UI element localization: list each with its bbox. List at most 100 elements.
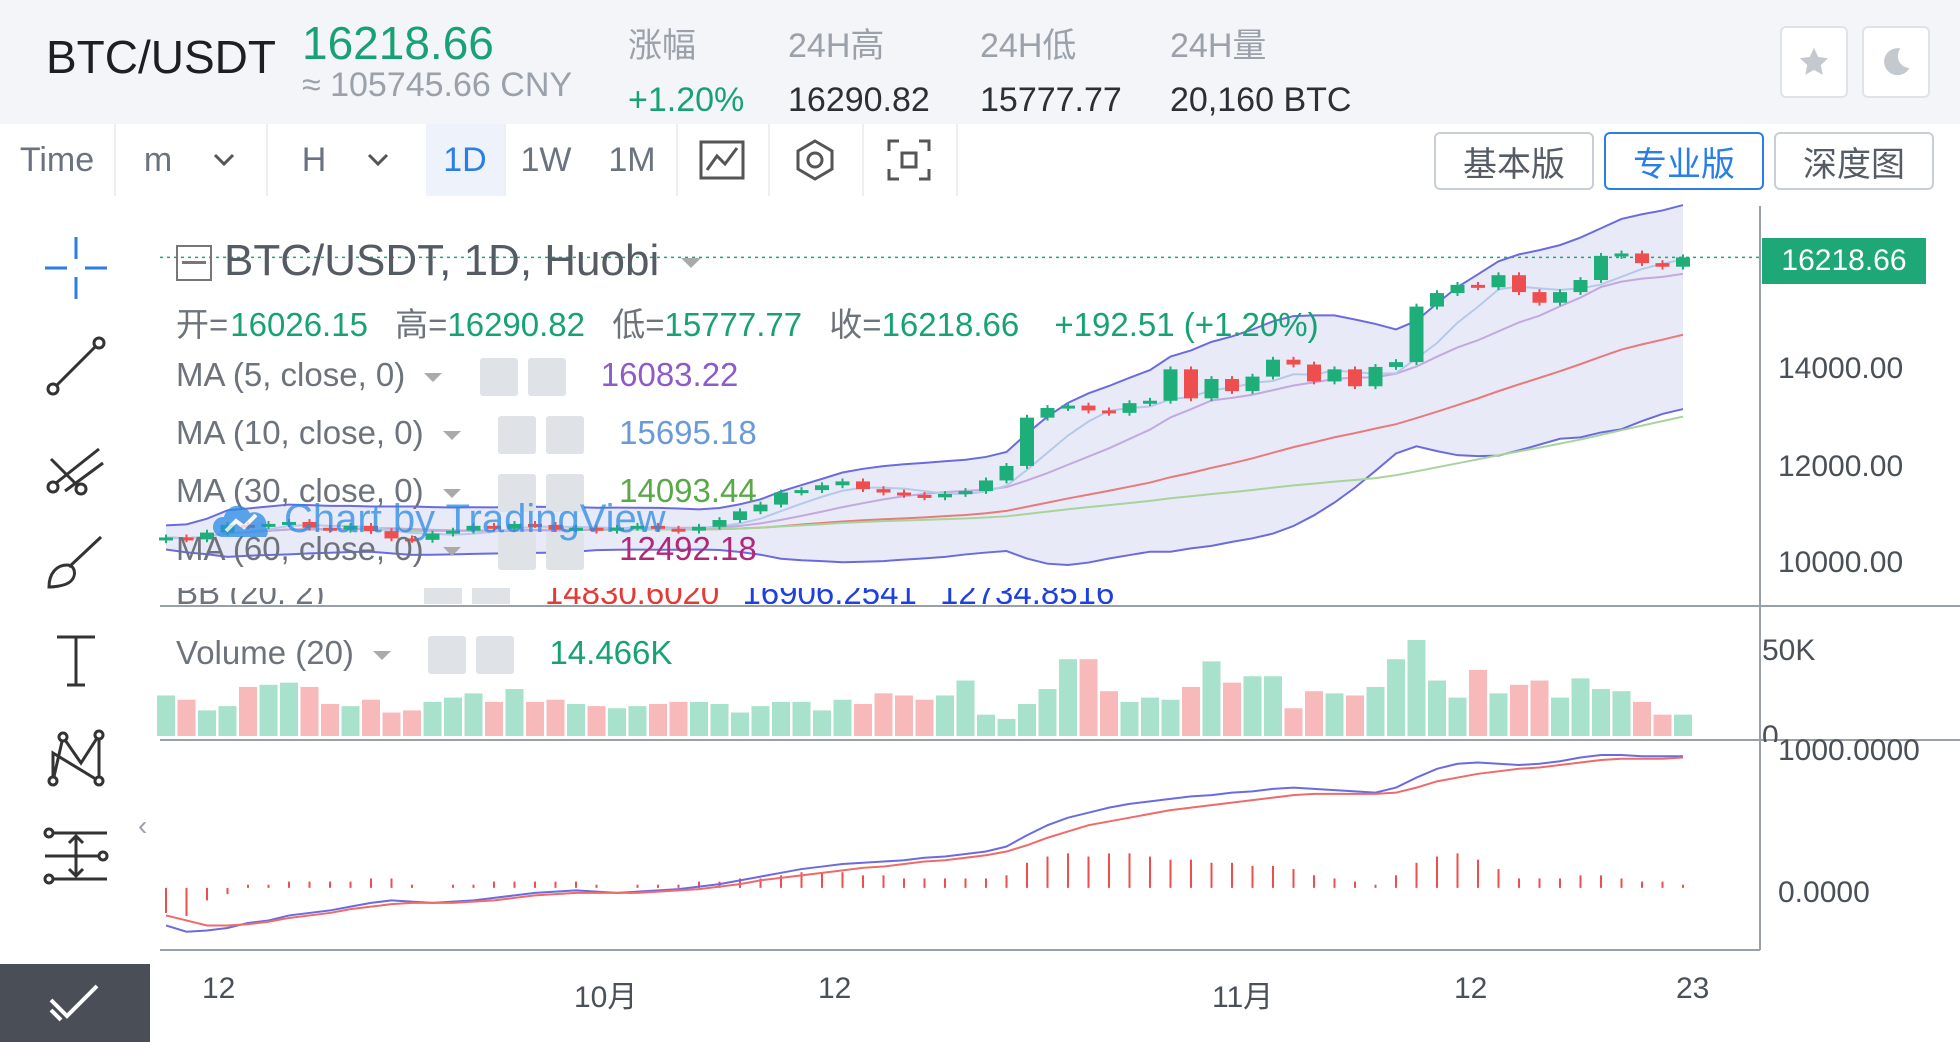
chevron-down-icon[interactable]	[373, 650, 392, 660]
volume-bar	[321, 704, 339, 736]
volume-bar	[1448, 697, 1467, 736]
volume-bar	[813, 710, 831, 736]
candle	[1266, 359, 1280, 377]
text-tool[interactable]	[30, 614, 122, 706]
crosshair-icon	[45, 237, 107, 299]
pattern-tool[interactable]	[30, 712, 122, 804]
hexagon-settings-icon	[796, 139, 834, 181]
ohlc-legend: 开=16026.15 高=16290.82 低=15777.77 收=16218…	[176, 298, 1319, 346]
volume-bar	[895, 695, 913, 736]
stat-label: 24H高	[788, 27, 885, 65]
close-icon[interactable]	[545, 416, 584, 455]
indicator-ma30[interactable]: MA (30, close, 0) 14093.44	[176, 472, 757, 513]
gear-icon[interactable]	[428, 636, 467, 675]
close-icon[interactable]	[545, 474, 584, 513]
volume-bar	[239, 686, 257, 736]
chevron-down-icon[interactable]	[442, 430, 461, 440]
candle	[282, 521, 296, 525]
double-check-icon	[49, 984, 99, 1022]
gear-icon[interactable]	[497, 474, 536, 513]
close-value: 16218.66	[881, 306, 1020, 343]
volume-bar	[403, 710, 421, 736]
candle	[1655, 263, 1670, 267]
candle	[548, 524, 563, 530]
crosshair-tool[interactable]	[30, 222, 122, 314]
measure-tool[interactable]	[30, 810, 122, 902]
bb-middle-value: 14830.6020	[545, 588, 719, 604]
volume-value: 14.466K	[549, 634, 673, 671]
close-label: 收=	[829, 306, 882, 343]
version-depth[interactable]: 深度图	[1774, 132, 1934, 190]
volume-bar	[997, 718, 1016, 736]
indicator-ma5[interactable]: MA (5, close, 0) 16083.22	[176, 356, 738, 397]
stat-value: +1.20%	[628, 81, 745, 119]
interval-1w[interactable]: 1W	[520, 140, 572, 179]
version-basic[interactable]: 基本版	[1434, 132, 1594, 190]
close-icon[interactable]	[545, 532, 584, 571]
gear-icon[interactable]	[497, 416, 536, 455]
chart-title[interactable]: BTC/USDT, 1D, Huobi	[176, 236, 702, 286]
indicator-ma60[interactable]: MA (60, close, 0) 12492.18	[176, 530, 757, 571]
chevron-down-icon[interactable]	[442, 546, 461, 556]
chevron-down-icon[interactable]	[424, 372, 443, 382]
gear-icon[interactable]	[479, 358, 518, 397]
chevron-down-icon[interactable]	[442, 488, 461, 498]
candle	[630, 525, 645, 529]
candle	[815, 485, 829, 491]
indicator-ma10[interactable]: MA (10, close, 0) 15695.18	[176, 414, 757, 455]
volume-bar	[218, 706, 237, 736]
favorite-button[interactable]	[1780, 26, 1848, 98]
pitchfork-icon	[46, 447, 104, 496]
collapse-sidebar-arrow[interactable]: ‹	[138, 810, 148, 841]
candle	[1081, 405, 1096, 411]
tools-expand-button[interactable]	[0, 964, 150, 1042]
ma5-line	[165, 258, 1684, 540]
close-icon[interactable]	[476, 636, 515, 675]
chart-settings-button[interactable]	[768, 124, 864, 196]
chevron-down-icon	[368, 153, 389, 167]
interval-1m[interactable]: 1M	[588, 124, 678, 196]
candle	[1040, 408, 1055, 418]
candle	[1348, 369, 1362, 387]
trend-line-tool[interactable]	[30, 320, 122, 412]
volume-bar	[1469, 669, 1487, 736]
volume-tick: 0	[1762, 720, 1779, 742]
candle	[1102, 410, 1116, 414]
interval-1d[interactable]: 1D	[426, 124, 506, 196]
volume-bar	[628, 706, 647, 736]
gear-icon[interactable]	[497, 532, 536, 571]
candle	[1020, 417, 1034, 466]
version-pro[interactable]: 专业版	[1604, 132, 1764, 190]
minute-interval-select[interactable]: m	[114, 124, 268, 196]
chart-area[interactable]	[0, 196, 1960, 1042]
candle	[835, 481, 850, 486]
close-icon[interactable]	[527, 358, 566, 397]
indicator-bb[interactable]: BB (20, 2) 14830.6020 16906.2541 12734.8…	[176, 588, 1114, 604]
volume-bar	[1141, 697, 1159, 736]
hour-interval-select[interactable]: H	[266, 124, 428, 196]
pitchfork-tool[interactable]	[30, 418, 122, 510]
fullscreen-button[interactable]	[862, 124, 958, 196]
candle	[261, 523, 276, 527]
brush-tool[interactable]	[30, 516, 122, 608]
volume-legend[interactable]: Volume (20) 14.466K	[176, 634, 673, 675]
text-icon	[57, 635, 95, 687]
candle	[1368, 366, 1383, 387]
collapse-legend-icon[interactable]	[176, 245, 212, 282]
high-value: 16290.82	[447, 306, 586, 343]
price-tick: 14000.00	[1778, 352, 1904, 385]
close-icon[interactable]	[471, 588, 510, 604]
volume-bar	[1079, 659, 1098, 736]
candle	[405, 538, 419, 542]
candle	[712, 520, 727, 527]
candle	[1614, 253, 1629, 257]
stat-24h-high: 24H高 16290.82	[788, 18, 930, 120]
indicator-chart-icon	[699, 140, 745, 180]
indicators-button[interactable]	[676, 124, 770, 196]
chevron-down-icon[interactable]	[681, 258, 702, 269]
candle	[323, 527, 337, 531]
chart-canvas[interactable]	[0, 196, 1960, 1042]
chart-toolbar: Time m H 1D 1W 1M 基本版 专业版 深度图	[0, 124, 1960, 198]
gear-icon[interactable]	[423, 588, 462, 604]
theme-toggle-button[interactable]	[1862, 26, 1930, 98]
